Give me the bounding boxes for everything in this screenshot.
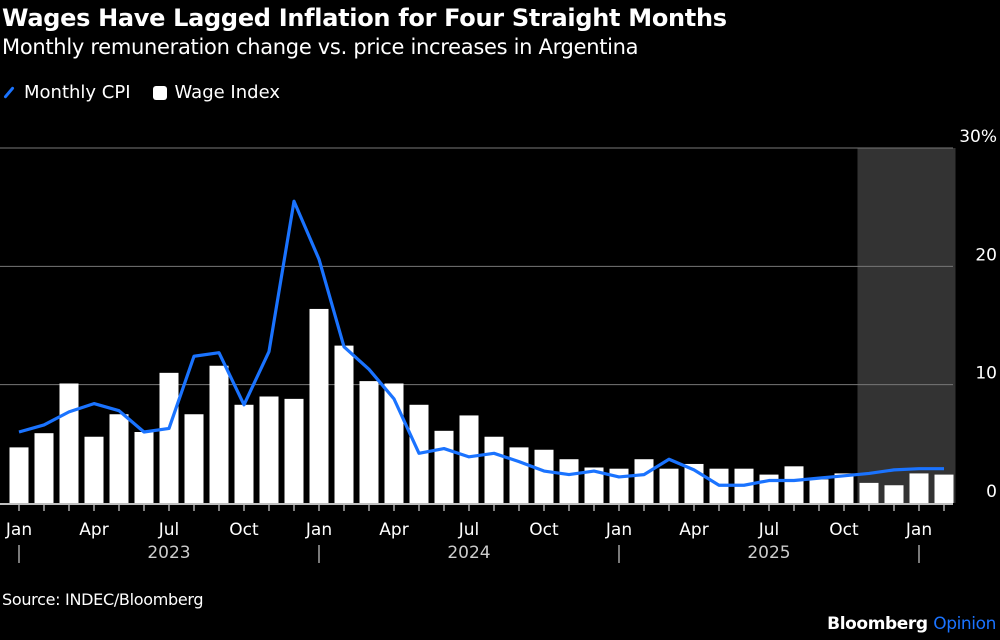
x-month-label: Apr — [679, 520, 708, 540]
bar-wage-index — [384, 383, 404, 503]
bar-wage-index — [934, 474, 954, 503]
bar-wage-index — [334, 345, 354, 503]
bar-wage-index — [509, 447, 529, 503]
legend: Monthly CPI Wage Index — [2, 82, 294, 103]
chart-title: Wages Have Lagged Inflation for Four Str… — [2, 4, 727, 32]
bar-wage-index — [284, 398, 304, 503]
shaded-region — [857, 148, 956, 503]
bar-wage-index — [634, 459, 654, 503]
bar-wage-index — [809, 479, 829, 503]
x-month-label: Jan — [605, 520, 632, 540]
x-month-label: Jan — [305, 520, 332, 540]
brand-name: Bloomberg — [827, 614, 928, 634]
x-year-label: 2023 — [147, 543, 190, 563]
bar-wage-index — [159, 372, 179, 503]
bar-wage-index — [534, 449, 554, 503]
x-month-label: Jul — [158, 520, 180, 540]
bar-wage-index — [459, 415, 479, 503]
bar-wage-index — [209, 365, 229, 503]
bar-wage-index — [309, 308, 329, 503]
bar-wage-index — [359, 381, 379, 503]
bar-wage-index — [9, 447, 29, 503]
x-month-label: Jan — [5, 520, 32, 540]
x-month-label: Apr — [379, 520, 408, 540]
x-month-label: Oct — [829, 520, 859, 540]
source-note: Source: INDEC/Bloomberg — [2, 590, 204, 609]
bar-wage-index — [59, 383, 79, 503]
bar-wage-index — [884, 485, 904, 503]
y-tick-label: 30% — [959, 127, 997, 147]
bar-wage-index — [434, 430, 454, 503]
bar-wage-index — [34, 433, 54, 503]
bar-wage-index — [859, 482, 879, 503]
x-month-label: Jul — [758, 520, 780, 540]
bar-wage-index — [184, 414, 204, 503]
box-swatch-icon — [152, 85, 167, 100]
bar-wage-index — [559, 459, 579, 503]
bar-wage-index — [784, 466, 804, 503]
x-year-label: 2025 — [747, 543, 790, 563]
bar-wage-index — [834, 473, 854, 503]
bar-wage-index — [584, 467, 604, 503]
brand-logo: Bloomberg Opinion — [827, 614, 996, 634]
bar-wage-index — [134, 432, 154, 503]
x-month-label: Jul — [458, 520, 480, 540]
y-tick-label: 0 — [986, 482, 997, 502]
bar-wage-index — [484, 436, 504, 503]
line-monthly-cpi — [18, 199, 944, 487]
bar-wage-index — [259, 396, 279, 503]
legend-item-wage: Wage Index — [152, 82, 280, 103]
legend-item-cpi: Monthly CPI — [2, 82, 131, 103]
x-year-label: 2024 — [447, 543, 490, 563]
x-month-label: Oct — [529, 520, 559, 540]
bar-wage-index — [909, 473, 929, 503]
bar-wage-index — [234, 404, 254, 503]
chart-subtitle: Monthly remuneration change vs. price in… — [2, 35, 639, 59]
x-month-label: Jan — [905, 520, 932, 540]
legend-label-cpi: Monthly CPI — [24, 82, 131, 103]
legend-label-wage: Wage Index — [174, 82, 280, 103]
y-tick-label: 20 — [975, 245, 997, 265]
brand-suffix: Opinion — [933, 614, 996, 634]
bar-wage-index — [759, 474, 779, 503]
bar-wage-index — [84, 436, 104, 503]
x-month-label: Apr — [79, 520, 108, 540]
bar-wage-index — [659, 468, 679, 503]
y-tick-label: 10 — [975, 364, 997, 384]
x-month-label: Oct — [229, 520, 259, 540]
bar-wage-index — [109, 414, 129, 503]
